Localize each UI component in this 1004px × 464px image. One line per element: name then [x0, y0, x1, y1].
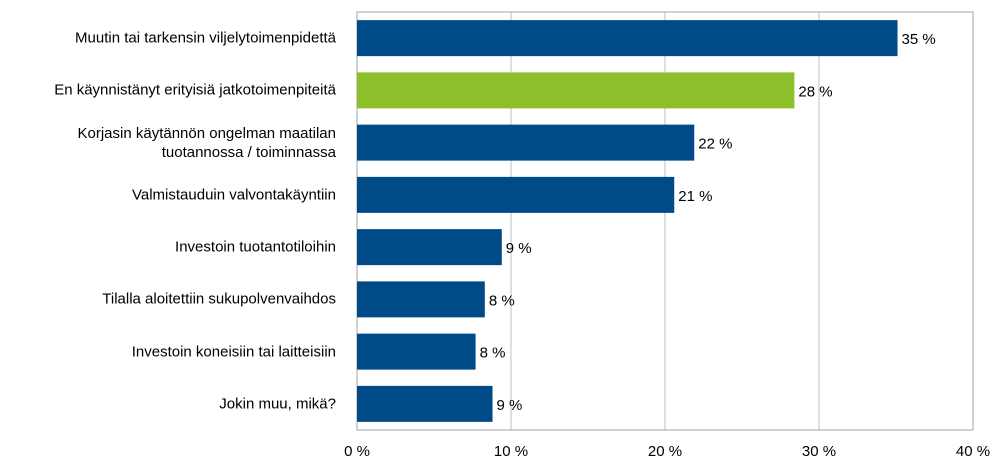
value-label: 9 %: [497, 397, 523, 414]
value-label: 21 %: [678, 188, 712, 205]
bar: [357, 229, 502, 266]
category-label: Korjasin käytännön ongelman maatilan tuo…: [77, 124, 337, 161]
bar: [357, 333, 476, 370]
category-label: Valmistauduin valvontakäyntiin: [131, 186, 336, 204]
bar: [357, 124, 695, 161]
value-label: 8 %: [489, 292, 515, 309]
category-label: Muutin tai tarkensin viljelytoimenpidett…: [75, 29, 336, 47]
x-tick-label: 0 %: [344, 443, 370, 460]
x-tick-label: 40 %: [956, 443, 990, 460]
bar: [357, 176, 675, 213]
value-label: 35 %: [902, 31, 936, 48]
bar: [357, 20, 898, 57]
x-tick-label: 30 %: [802, 443, 836, 460]
value-label: 9 %: [506, 240, 532, 257]
plot-border: [356, 11, 974, 431]
category-label: Investoin tuotantotiloihin: [175, 238, 336, 256]
category-label: Investoin koneisiin tai laitteisiin: [131, 343, 336, 361]
value-label: 22 %: [698, 136, 732, 153]
category-label: Jokin muu, mikä?: [219, 395, 336, 413]
x-tick-label: 20 %: [648, 443, 682, 460]
value-label: 8 %: [480, 345, 506, 362]
bar: [357, 281, 485, 318]
value-label: 28 %: [798, 83, 832, 100]
x-tick-label: 10 %: [494, 443, 528, 460]
bar: [357, 385, 493, 422]
category-label: En käynnistänyt erityisiä jatkotoimenpit…: [54, 81, 336, 99]
bar: [357, 72, 795, 109]
category-label: Tilalla aloitettiin sukupolvenvaihdos: [102, 290, 336, 308]
